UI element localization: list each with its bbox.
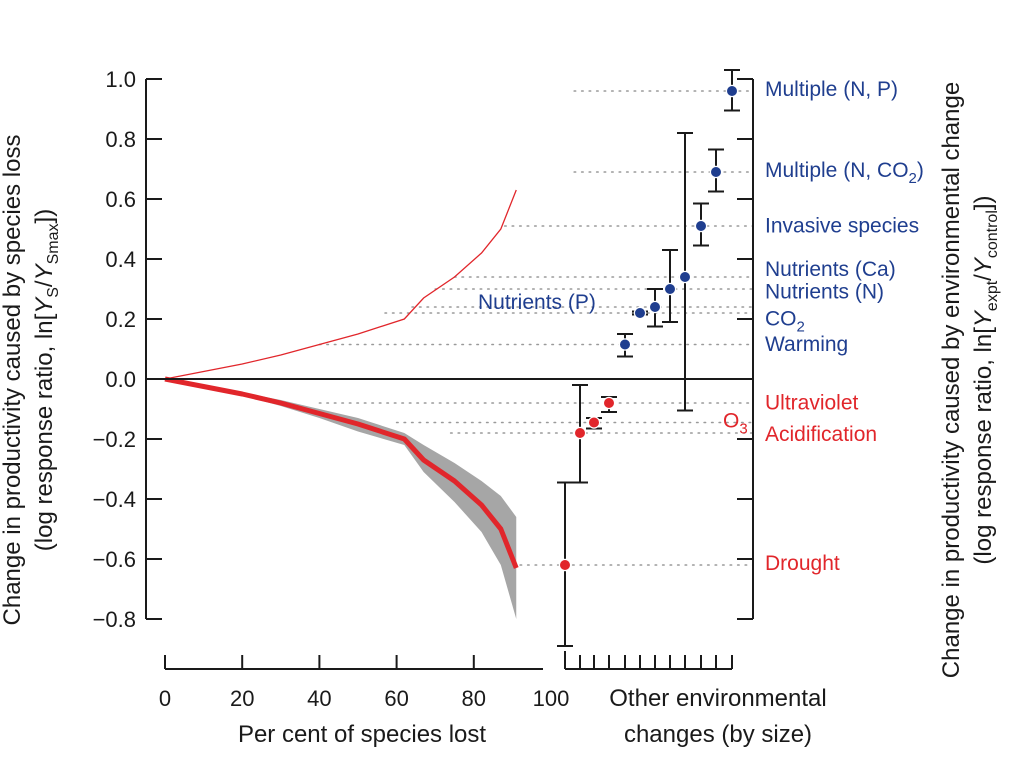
errorbar-acidification <box>572 384 588 484</box>
category-label: Multiple (N, P) <box>765 78 898 101</box>
right-y-axis-title-line1: Change in productivity caused by environ… <box>938 82 965 678</box>
category-label: O3 <box>723 410 748 438</box>
errorbar-co2 <box>647 288 663 328</box>
category-label: Ultraviolet <box>765 392 859 415</box>
left-y-axis-title-line1: Change in productivity caused by species… <box>0 135 26 626</box>
category-label: Nutrients (P) <box>478 291 596 314</box>
left-y-axis-title: Change in productivity caused by species… <box>0 135 62 626</box>
left-y-tick-label: 0.2 <box>105 307 136 332</box>
errorbar-nutrients-p- <box>632 306 648 320</box>
errorbar-nutrients-ca- <box>677 132 693 412</box>
right-y-axis-title-line2: (log response ratio, ln[Yexpt/Ycontrol]) <box>970 195 1001 564</box>
upper-series-line <box>164 189 517 380</box>
errorbar-drought <box>557 481 573 647</box>
errorbar-multiple-n-co2- <box>708 148 724 193</box>
species-loss-series <box>164 189 519 569</box>
left-y-tick-label: 0.0 <box>105 367 136 392</box>
data-point <box>573 426 587 440</box>
right-y-axis-title: Change in productivity caused by environ… <box>938 82 1001 678</box>
data-point <box>587 416 601 429</box>
category-label: Drought <box>765 552 840 575</box>
environmental-change-errorbars <box>557 69 740 647</box>
x-tick-label: 80 <box>462 686 486 711</box>
data-point <box>694 219 708 233</box>
confidence-band <box>165 379 517 619</box>
left-y-tick-label: 0.4 <box>105 247 136 272</box>
axis-titles: Per cent of species lost Other environmen… <box>0 82 1001 748</box>
category-label: Acidification <box>765 423 877 446</box>
left-y-tick-label: 1.0 <box>105 67 136 92</box>
errorbar-invasive-species <box>693 202 709 247</box>
left-y-tick-label: −0.4 <box>93 487 136 512</box>
x-axis-title: Per cent of species lost <box>238 721 486 748</box>
data-point <box>725 84 739 98</box>
env-axis-title: Other environmental <box>609 685 826 712</box>
lower-series-line <box>164 376 519 569</box>
errorbar-o3 <box>586 416 602 430</box>
env-axis-title: changes (by size) <box>624 721 812 748</box>
left-y-tick-label: −0.2 <box>93 427 136 452</box>
data-point <box>618 338 632 351</box>
data-point <box>558 558 572 572</box>
x-tick-label: 100 <box>533 686 570 711</box>
guide-lines <box>318 90 754 566</box>
left-y-tick-label: −0.8 <box>93 607 136 632</box>
category-label: Multiple (N, CO2) <box>765 159 924 187</box>
x-tick-label: 60 <box>384 686 408 711</box>
data-point <box>602 396 616 410</box>
species-loss-band <box>165 379 517 619</box>
axes: 1.0 0.8 0.6 0.4 0.2 0.0 −0.2 −0.4 −0.6 −0.8 0 20 40 6… <box>93 67 754 711</box>
errorbar-ultraviolet <box>601 396 617 413</box>
x-tick-label: 20 <box>230 686 254 711</box>
category-label: Nutrients (Ca) <box>765 258 896 281</box>
data-point <box>648 300 662 314</box>
x-tick-label: 0 <box>159 686 171 711</box>
category-label: Invasive species <box>765 215 919 238</box>
data-point <box>663 282 677 296</box>
data-point <box>678 270 692 284</box>
errorbar-warming <box>617 333 633 358</box>
category-label: CO2 <box>765 308 805 336</box>
errorbar-multiple-n-p- <box>724 69 740 112</box>
left-y-tick-label: 0.8 <box>105 127 136 152</box>
data-point <box>633 306 647 320</box>
left-y-axis-title-line2: (log response ratio, ln[YS/YSmax]) <box>31 209 62 551</box>
left-y-tick-label: −0.6 <box>93 547 136 572</box>
category-label: Warming <box>765 333 848 356</box>
left-y-tick-label: 0.6 <box>105 187 136 212</box>
category-labels: Multiple (N, P) Multiple (N, CO2) Invasive… <box>478 78 924 575</box>
errorbar-nutrients-n- <box>662 249 678 323</box>
data-point <box>709 165 723 179</box>
category-label: Nutrients (N) <box>765 281 884 304</box>
x-tick-label: 40 <box>307 686 331 711</box>
